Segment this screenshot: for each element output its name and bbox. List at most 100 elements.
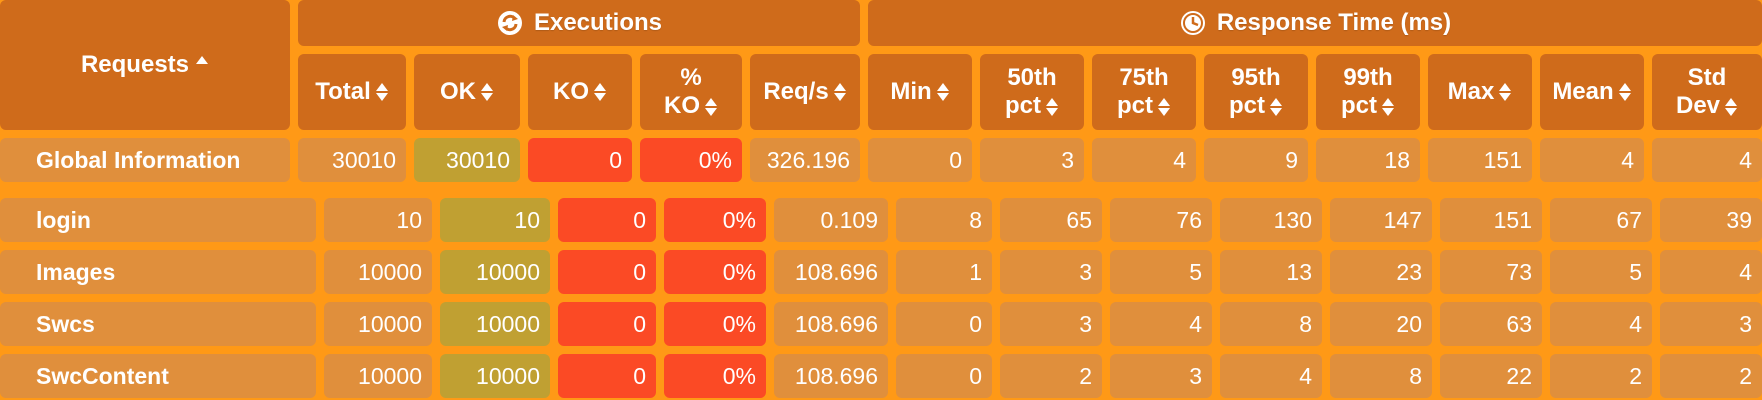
cell-pct-ko: 0% (640, 138, 742, 182)
sort-icon (936, 81, 950, 103)
cell-max: 73 (1440, 250, 1542, 294)
row-name[interactable]: Swcs (0, 302, 316, 346)
cell-p50: 3 (980, 138, 1084, 182)
col-p75-line2: pct (1117, 92, 1153, 119)
cell-ok: 30010 (414, 138, 520, 182)
cell-max: 151 (1440, 198, 1542, 242)
sort-icon (1269, 96, 1283, 118)
cell-total: 10 (324, 198, 432, 242)
sort-icon (833, 81, 847, 103)
cell-p95: 4 (1220, 354, 1322, 398)
col-ok[interactable]: OK (414, 54, 520, 130)
cell-ko: 0 (558, 198, 656, 242)
sort-icon (593, 81, 607, 103)
col-pct-ko-line1: % (680, 64, 702, 91)
cell-std-dev: 4 (1660, 250, 1762, 294)
col-std-dev[interactable]: Std Dev (1652, 54, 1762, 130)
col-max-label: Max (1447, 78, 1495, 105)
sort-icon (1498, 81, 1512, 103)
col-p75[interactable]: 75th pct (1092, 54, 1196, 130)
cell-min: 1 (896, 250, 992, 294)
col-min-label: Min (890, 78, 932, 105)
cell-mean: 5 (1550, 250, 1652, 294)
row-name[interactable]: SwcContent (0, 354, 316, 398)
row-name[interactable]: login (0, 198, 316, 242)
cell-std-dev: 4 (1652, 138, 1762, 182)
cell-min: 0 (896, 354, 992, 398)
cell-mean: 4 (1540, 138, 1644, 182)
cell-ok: 10000 (440, 354, 550, 398)
cell-p99: 147 (1330, 198, 1432, 242)
cell-p99: 20 (1330, 302, 1432, 346)
clock-icon (1180, 11, 1205, 35)
cell-p50: 3 (1000, 302, 1102, 346)
cell-p95: 130 (1220, 198, 1322, 242)
cell-std-dev: 2 (1660, 354, 1762, 398)
cell-ok: 10 (440, 198, 550, 242)
refresh-icon (497, 11, 522, 35)
sort-icon (1045, 96, 1059, 118)
cell-max: 151 (1428, 138, 1532, 182)
cell-mean: 2 (1550, 354, 1652, 398)
sort-icon (375, 81, 389, 103)
col-req-s[interactable]: Req/s (750, 54, 860, 130)
requests-header[interactable]: Requests (0, 0, 290, 130)
col-ko[interactable]: KO (528, 54, 632, 130)
col-pct-ko[interactable]: % KO (640, 54, 742, 130)
row-name: Global Information (0, 138, 290, 182)
cell-std-dev: 3 (1660, 302, 1762, 346)
cell-pct-ko: 0% (664, 198, 766, 242)
cell-p95: 8 (1220, 302, 1322, 346)
col-p95[interactable]: 95th pct (1204, 54, 1308, 130)
col-ok-label: OK (440, 78, 476, 105)
col-p50[interactable]: 50th pct (980, 54, 1084, 130)
col-p50-line1: 50th (1007, 64, 1057, 91)
cell-p99: 8 (1330, 354, 1432, 398)
cell-req-s: 0.109 (774, 198, 888, 242)
cell-req-s: 326.196 (750, 138, 860, 182)
cell-mean: 4 (1550, 302, 1652, 346)
col-p95-line2: pct (1229, 92, 1265, 119)
cell-ko: 0 (558, 354, 656, 398)
col-pct-ko-line2: KO (664, 92, 700, 119)
cell-pct-ko: 0% (664, 354, 766, 398)
col-p99[interactable]: 99th pct (1316, 54, 1420, 130)
cell-max: 63 (1440, 302, 1542, 346)
col-total[interactable]: Total (298, 54, 406, 130)
cell-p75: 3 (1110, 354, 1212, 398)
cell-p50: 3 (1000, 250, 1102, 294)
col-std-line2: Dev (1675, 92, 1721, 119)
executions-group-label: Executions (533, 9, 663, 36)
col-mean[interactable]: Mean (1540, 54, 1644, 130)
cell-ko: 0 (558, 302, 656, 346)
cell-total: 30010 (298, 138, 406, 182)
cell-p50: 65 (1000, 198, 1102, 242)
cell-max: 22 (1440, 354, 1542, 398)
cell-req-s: 108.696 (774, 302, 888, 346)
sort-icon (704, 96, 718, 118)
requests-header-label: Requests (80, 51, 190, 78)
cell-p99: 18 (1316, 138, 1420, 182)
executions-group-header: Executions (298, 0, 860, 46)
col-mean-label: Mean (1552, 78, 1614, 105)
col-p75-line1: 75th (1119, 64, 1169, 91)
col-p95-line1: 95th (1231, 64, 1281, 91)
cell-total: 10000 (324, 354, 432, 398)
cell-p95: 13 (1220, 250, 1322, 294)
col-max[interactable]: Max (1428, 54, 1532, 130)
cell-p99: 23 (1330, 250, 1432, 294)
cell-req-s: 108.696 (774, 354, 888, 398)
sort-icon (1157, 96, 1171, 118)
cell-p75: 4 (1110, 302, 1212, 346)
cell-p75: 76 (1110, 198, 1212, 242)
cell-p50: 2 (1000, 354, 1102, 398)
col-std-line1: Std (1687, 64, 1727, 91)
cell-mean: 67 (1550, 198, 1652, 242)
row-name[interactable]: Images (0, 250, 316, 294)
col-min[interactable]: Min (868, 54, 972, 130)
cell-req-s: 108.696 (774, 250, 888, 294)
col-p99-line1: 99th (1343, 64, 1393, 91)
cell-std-dev: 39 (1660, 198, 1762, 242)
cell-ok: 10000 (440, 302, 550, 346)
cell-p95: 9 (1204, 138, 1308, 182)
